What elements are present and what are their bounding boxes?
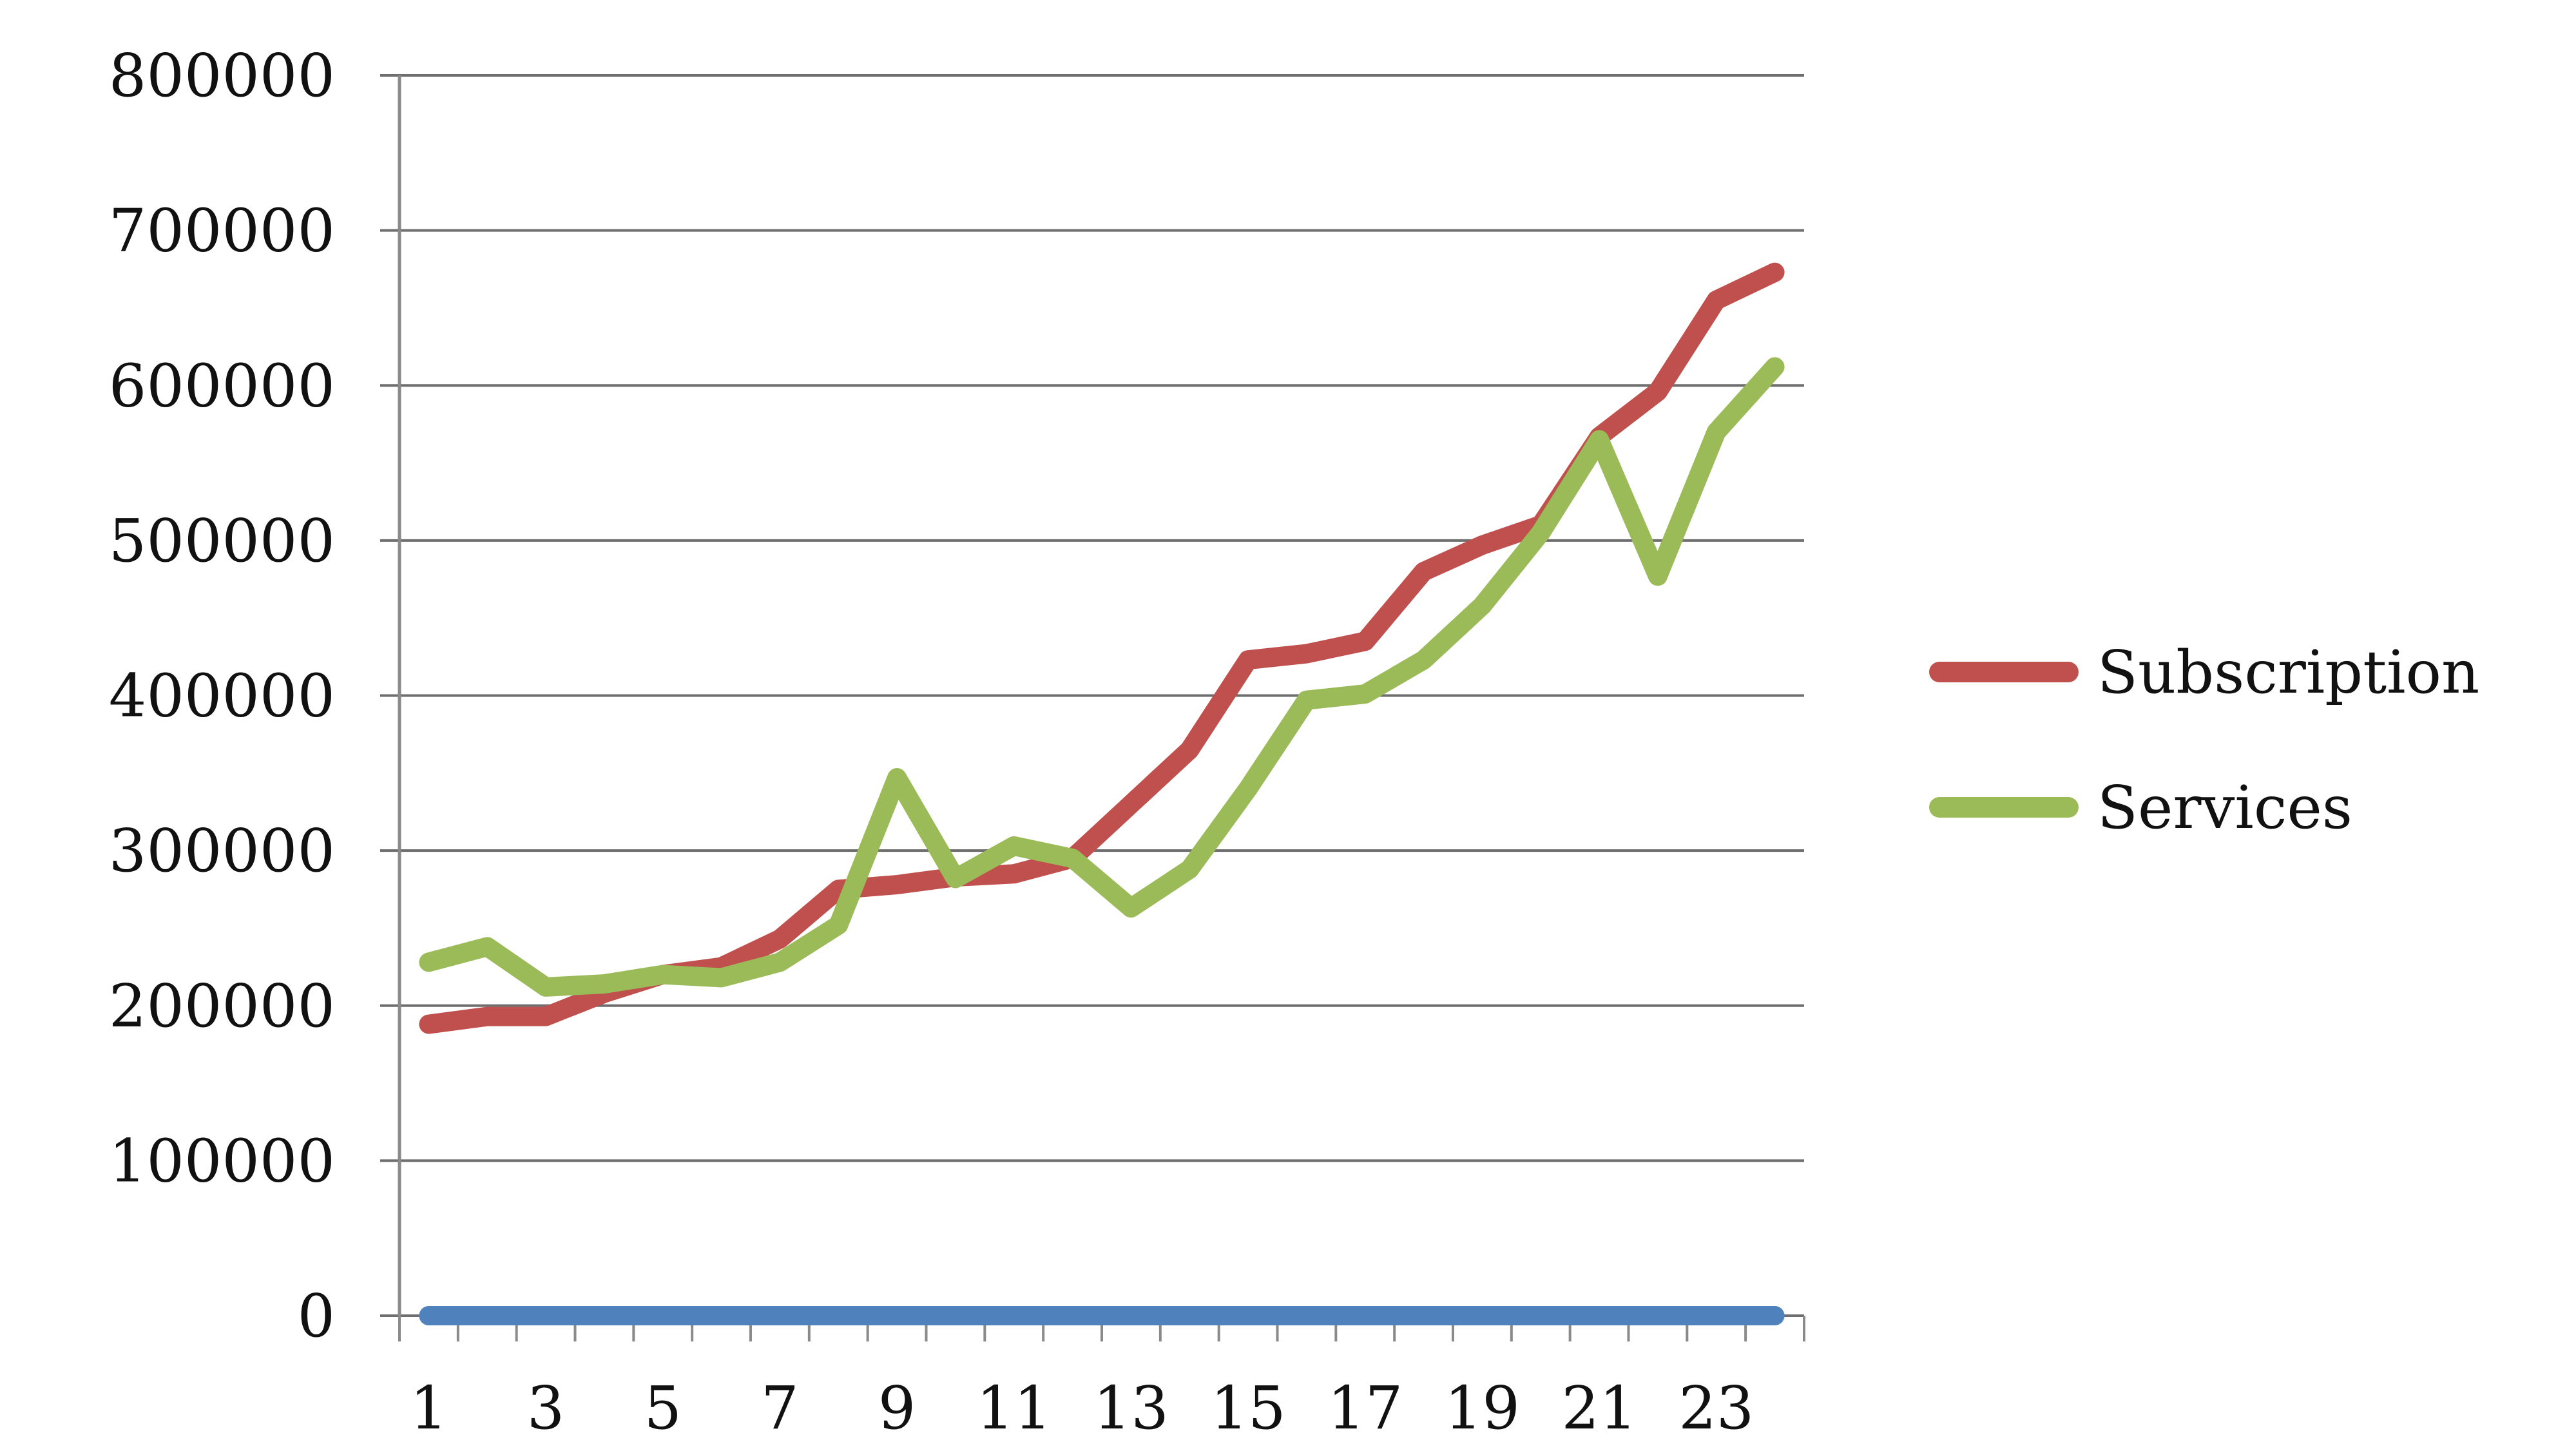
y-tick-label: 300000 — [109, 816, 335, 885]
x-tick-labels: 1 3 5 7 9 11 13 15 17 19 21 23 — [410, 1374, 1754, 1443]
series-lines — [419, 262, 1785, 1325]
x-tick-label: 17 — [1327, 1374, 1403, 1443]
y-tick-label: 400000 — [109, 662, 335, 731]
x-tick-label: 7 — [761, 1374, 799, 1443]
y-tick-label: 800000 — [109, 41, 335, 110]
axes — [398, 75, 1805, 1341]
legend-label-subscription: Subscription — [2097, 638, 2479, 707]
x-tick-label: 15 — [1211, 1374, 1286, 1443]
x-tick-label: 1 — [410, 1374, 448, 1443]
x-tick-label: 5 — [644, 1374, 682, 1443]
gridlines — [380, 74, 1804, 1317]
legend: Subscription Services — [1929, 638, 2479, 842]
legend-label-services: Services — [2097, 773, 2352, 842]
x-tick-label: 9 — [878, 1374, 916, 1443]
y-tick-label: 200000 — [109, 972, 335, 1041]
y-tick-labels: 0 100000 200000 300000 400000 500000 600000 700… — [109, 41, 335, 1350]
x-tick-label: 23 — [1678, 1374, 1754, 1443]
y-tick-label: 700000 — [109, 197, 335, 265]
y-tick-label: 500000 — [109, 506, 335, 575]
x-tick-label: 3 — [527, 1374, 565, 1443]
x-tick-label: 19 — [1445, 1374, 1520, 1443]
y-tick-label: 600000 — [109, 351, 335, 420]
x-tick-label: 13 — [1093, 1374, 1169, 1443]
y-tick-label: 100000 — [109, 1126, 335, 1195]
x-tick-label: 11 — [976, 1374, 1052, 1443]
y-tick-label: 0 — [297, 1282, 335, 1350]
x-tick-label: 21 — [1562, 1374, 1637, 1443]
services-series-line — [419, 357, 1785, 997]
